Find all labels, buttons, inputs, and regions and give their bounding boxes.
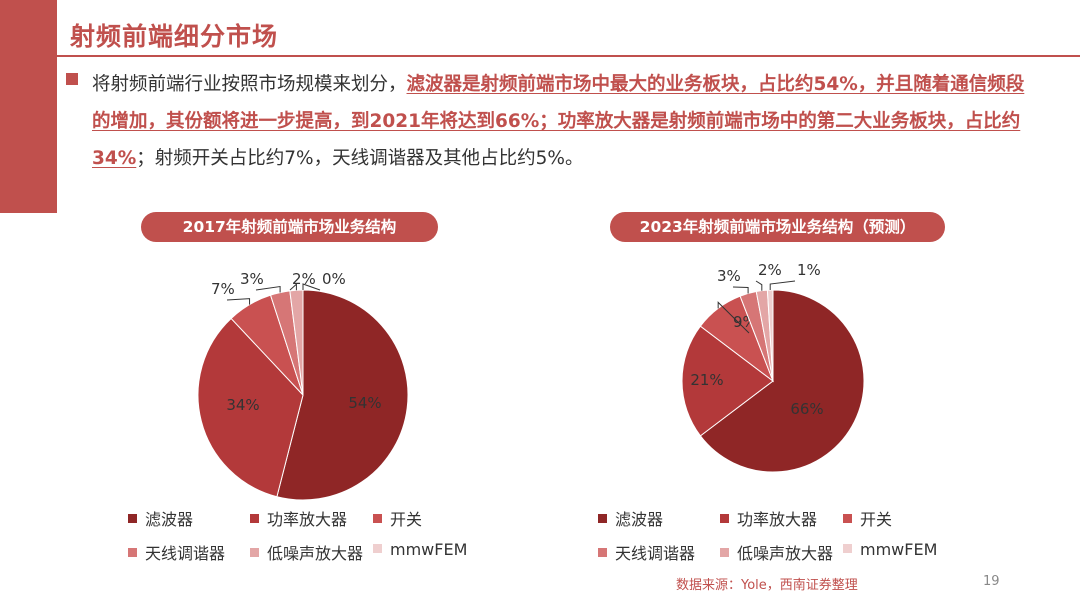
legend-label: mmwFEM <box>860 540 938 559</box>
legend-label: 低噪声放大器 <box>737 544 834 563</box>
legend-swatch-icon <box>843 544 852 553</box>
data-label-tuner: 3% <box>717 267 741 285</box>
leader-line-switch <box>226 298 251 305</box>
legend-swatch-icon <box>373 544 382 553</box>
bullet-square-icon <box>66 73 78 85</box>
legend-swatch-icon <box>250 548 259 557</box>
chart-1-title: 2017年射频前端市场业务结构 <box>141 212 438 242</box>
chart-2-title: 2023年射频前端市场业务结构（预测） <box>610 212 945 242</box>
legend-label: 开关 <box>390 510 423 529</box>
summary-paragraph: 将射频前端行业按照市场规模来划分，滤波器是射频前端市场中最大的业务板块，占比约5… <box>92 66 1042 177</box>
legend-item-lna: 低噪声放大器 <box>250 540 363 564</box>
data-label-pa: 21% <box>690 371 723 389</box>
legend-label: 功率放大器 <box>737 510 818 529</box>
data-label-filter: 54% <box>348 394 381 412</box>
paragraph-text-2: ；射频开关占比约7%，天线调谐器及其他占比约5%。 <box>136 148 584 169</box>
legend-label: 天线调谐器 <box>145 544 226 563</box>
pie-chart-2023: 66%21%9%3% 2% 1% <box>681 261 865 473</box>
legend-item-pa: 功率放大器 <box>720 506 817 530</box>
legend-label: 开关 <box>860 510 893 529</box>
legend-item-mmwfem: mmwFEM <box>843 540 937 559</box>
legend-swatch-icon <box>598 514 607 523</box>
legend-label: 天线调谐器 <box>615 544 696 563</box>
legend-item-pa: 功率放大器 <box>250 506 347 530</box>
legend-item-filter: 滤波器 <box>598 506 663 530</box>
legend-swatch-icon <box>128 548 137 557</box>
page-title: 射频前端细分市场 <box>70 22 279 51</box>
pie-slice-filter <box>699 289 865 473</box>
legend-item-lna: 低噪声放大器 <box>720 540 833 564</box>
left-accent-bar <box>0 0 57 213</box>
paragraph-highlight: 滤波器是射频前端市场中最大的业务板块，占比约54%，并且随着通信频段的增加，其份… <box>92 74 1025 169</box>
data-label-pa: 34% <box>226 396 259 414</box>
legend-item-tuner: 天线调谐器 <box>598 540 695 564</box>
paragraph-text-1: 将射频前端行业按照市场规模来划分， <box>92 74 407 95</box>
legend-label: 功率放大器 <box>267 510 348 529</box>
leader-line-tuner <box>255 285 281 293</box>
title-underline <box>57 55 1080 57</box>
pie-chart-2017: 54% 34% 7% 3% 2% 0% <box>197 270 409 501</box>
leader-line-mmwfem <box>769 280 796 291</box>
legend-swatch-icon <box>843 514 852 523</box>
data-label-filter: 66% <box>790 400 823 418</box>
legend-swatch-icon <box>128 514 137 523</box>
data-label-mmwfem: 1% <box>797 261 821 279</box>
pie-slice-filter <box>276 289 409 501</box>
legend-item-tuner: 天线调谐器 <box>128 540 225 564</box>
data-label-mmwfem: 0% <box>322 270 346 288</box>
legend-swatch-icon <box>250 514 259 523</box>
legend-label: 滤波器 <box>615 510 664 529</box>
data-label-lna: 2% <box>758 261 782 279</box>
pie-slice-pa <box>197 317 304 498</box>
legend-item-mmwfem: mmwFEM <box>373 540 467 559</box>
legend-swatch-icon <box>720 548 729 557</box>
data-label-tuner: 3% <box>240 270 264 288</box>
legend-item-switch: 开关 <box>843 506 892 530</box>
legend-label: 滤波器 <box>145 510 194 529</box>
legend-label: mmwFEM <box>390 540 468 559</box>
pie-slice-mmwfem <box>766 289 774 382</box>
pie-slice-pa <box>681 325 774 437</box>
data-label-switch: 7% <box>211 280 235 298</box>
legend-item-filter: 滤波器 <box>128 506 193 530</box>
page-number: 19 <box>983 574 1000 589</box>
legend-item-switch: 开关 <box>373 506 422 530</box>
leader-line-tuner <box>732 286 749 294</box>
legend-swatch-icon <box>720 514 729 523</box>
legend-swatch-icon <box>373 514 382 523</box>
leader-line-lna <box>289 283 297 291</box>
leader-line-switch <box>717 301 750 334</box>
data-source-note: 数据来源：Yole，西南证券整理 <box>676 578 858 593</box>
leader-line-mmwfem <box>302 283 321 291</box>
legend-swatch-icon <box>598 548 607 557</box>
leader-line-lna <box>755 280 763 291</box>
legend-label: 低噪声放大器 <box>267 544 364 563</box>
data-label-lna: 2% <box>292 270 316 288</box>
